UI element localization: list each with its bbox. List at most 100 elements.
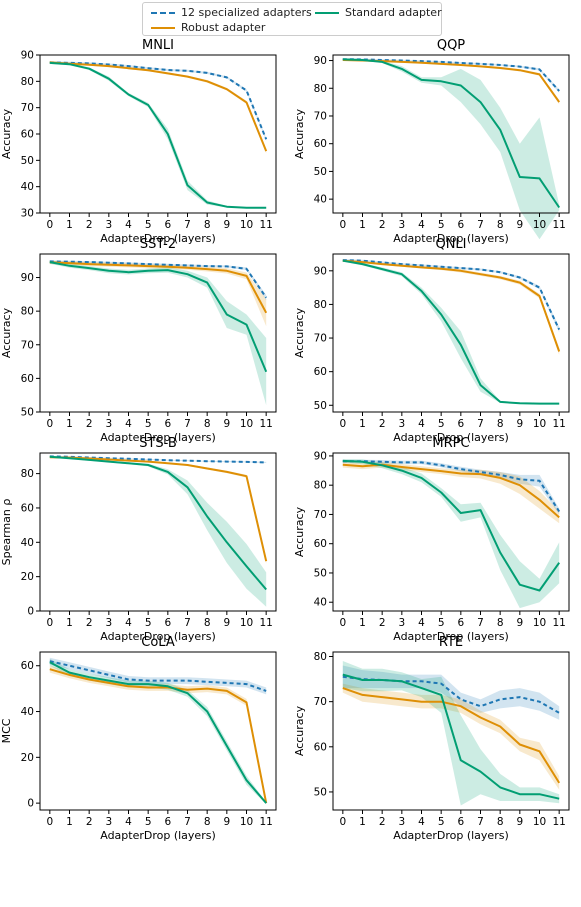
- x-tick-label: 6: [457, 816, 464, 828]
- x-tick-label: 10: [533, 816, 546, 828]
- x-tick-label: 8: [497, 219, 504, 231]
- y-tick-label: 70: [314, 333, 327, 345]
- x-tick-label: 1: [359, 418, 366, 430]
- y-tick-label: 80: [314, 651, 327, 663]
- band-standard: [342, 58, 560, 240]
- x-tick-label: 4: [418, 418, 425, 430]
- x-tick-label: 1: [359, 219, 366, 231]
- x-tick-label: 10: [240, 816, 253, 828]
- y-axis-label: Accuracy: [293, 506, 306, 557]
- x-tick-label: 0: [339, 219, 346, 231]
- y-tick-label: 40: [21, 181, 34, 193]
- x-tick-label: 0: [46, 418, 53, 430]
- x-tick-label: 0: [46, 219, 53, 231]
- y-tick-label: 70: [21, 102, 34, 114]
- y-tick-label: 0: [27, 606, 34, 618]
- x-tick-label: 6: [164, 816, 171, 828]
- y-tick-label: 40: [21, 706, 34, 718]
- x-tick-label: 7: [477, 418, 484, 430]
- y-tick-label: 50: [314, 400, 327, 412]
- x-tick-label: 9: [516, 418, 523, 430]
- x-tick-label: 4: [418, 617, 425, 629]
- x-tick-label: 7: [184, 816, 191, 828]
- x-tick-label: 9: [516, 816, 523, 828]
- x-tick-label: 9: [223, 816, 230, 828]
- series-line-robust: [342, 687, 561, 784]
- x-tick-label: 1: [66, 418, 73, 430]
- x-tick-label: 9: [516, 219, 523, 231]
- x-axis-label: AdapterDrop (layers): [100, 829, 216, 842]
- x-tick-label: 2: [86, 617, 93, 629]
- series-line-robust: [342, 463, 560, 519]
- x-tick-label: 11: [259, 816, 272, 828]
- x-tick-label: 5: [438, 418, 445, 430]
- y-tick-label: 60: [21, 502, 34, 514]
- y-tick-label: 80: [21, 306, 34, 318]
- series-line-standard: [49, 455, 267, 591]
- band-standard: [342, 259, 560, 405]
- band-standard: [342, 459, 560, 609]
- y-axis-label: Accuracy: [0, 307, 13, 358]
- x-tick-label: 10: [533, 617, 546, 629]
- y-tick-label: 60: [21, 129, 34, 141]
- x-tick-label: 11: [259, 418, 272, 430]
- plot-frame: [332, 651, 570, 811]
- y-tick-label: 20: [21, 571, 34, 583]
- x-axis-label: AdapterDrop (layers): [100, 431, 216, 444]
- band-specialized: [49, 657, 267, 695]
- subplot-rte: RTE 0 1 2 3 4 5 6 7 8 9 10 11 50 60 70 80 AdapterDrop (la…: [293, 635, 570, 842]
- x-tick-label: 4: [125, 816, 132, 828]
- y-tick-label: 60: [314, 366, 327, 378]
- x-tick-label: 6: [457, 617, 464, 629]
- series-line-robust: [49, 668, 268, 804]
- x-tick-label: 9: [516, 617, 523, 629]
- x-tick-label: 5: [438, 219, 445, 231]
- x-tick-label: 7: [477, 816, 484, 828]
- band-robust: [342, 259, 560, 355]
- y-axis-label: MCC: [0, 718, 13, 743]
- x-tick-label: 2: [86, 418, 93, 430]
- series-line-robust: [49, 261, 268, 314]
- x-tick-label: 1: [359, 816, 366, 828]
- series-line-standard: [342, 459, 561, 592]
- legend-label-robust: Robust adapter: [181, 21, 266, 34]
- y-tick-label: 60: [21, 373, 34, 385]
- x-axis-label: AdapterDrop (layers): [100, 630, 216, 643]
- x-tick-label: 11: [552, 617, 565, 629]
- x-tick-label: 8: [497, 617, 504, 629]
- x-tick-label: 7: [184, 418, 191, 430]
- plot-frame: [39, 651, 277, 811]
- subplot-qqp: QQP 0 1 2 3 4 5 6 7 8 9 10 11 40 50 60 70 80 90 AdapterDrop…: [293, 38, 570, 245]
- y-tick-label: 90: [21, 272, 34, 284]
- x-tick-label: 3: [398, 617, 405, 629]
- x-tick-label: 11: [552, 816, 565, 828]
- legend-label-standard: Standard adapter: [345, 6, 442, 19]
- y-tick-label: 30: [21, 208, 34, 220]
- x-tick-label: 9: [223, 617, 230, 629]
- y-axis-label: Accuracy: [293, 108, 306, 159]
- series-line-standard: [342, 58, 561, 209]
- x-axis-label: AdapterDrop (layers): [393, 630, 509, 643]
- x-tick-label: 1: [66, 617, 73, 629]
- y-tick-label: 90: [314, 55, 327, 67]
- x-tick-label: 0: [339, 617, 346, 629]
- x-tick-label: 8: [497, 816, 504, 828]
- band-standard: [342, 661, 560, 806]
- x-axis-label: AdapterDrop (layers): [393, 829, 509, 842]
- legend-swatch-standard: [315, 12, 339, 14]
- x-tick-label: 10: [533, 418, 546, 430]
- series-line-specialized: [342, 460, 561, 513]
- subplot-title: MRPC: [432, 436, 469, 451]
- legend-swatch-robust: [151, 27, 175, 29]
- x-tick-label: 5: [145, 219, 152, 231]
- x-tick-label: 2: [86, 219, 93, 231]
- y-tick-label: 50: [21, 155, 34, 167]
- series-line-standard: [342, 673, 560, 800]
- y-tick-label: 50: [21, 407, 34, 419]
- subplot-title: STS-B: [139, 436, 177, 451]
- series-line-robust: [49, 61, 268, 152]
- x-tick-label: 7: [477, 219, 484, 231]
- y-tick-label: 80: [21, 76, 34, 88]
- y-tick-label: 0: [27, 798, 34, 810]
- legend: 12 specialized adapters Robust adapter S…: [142, 2, 442, 36]
